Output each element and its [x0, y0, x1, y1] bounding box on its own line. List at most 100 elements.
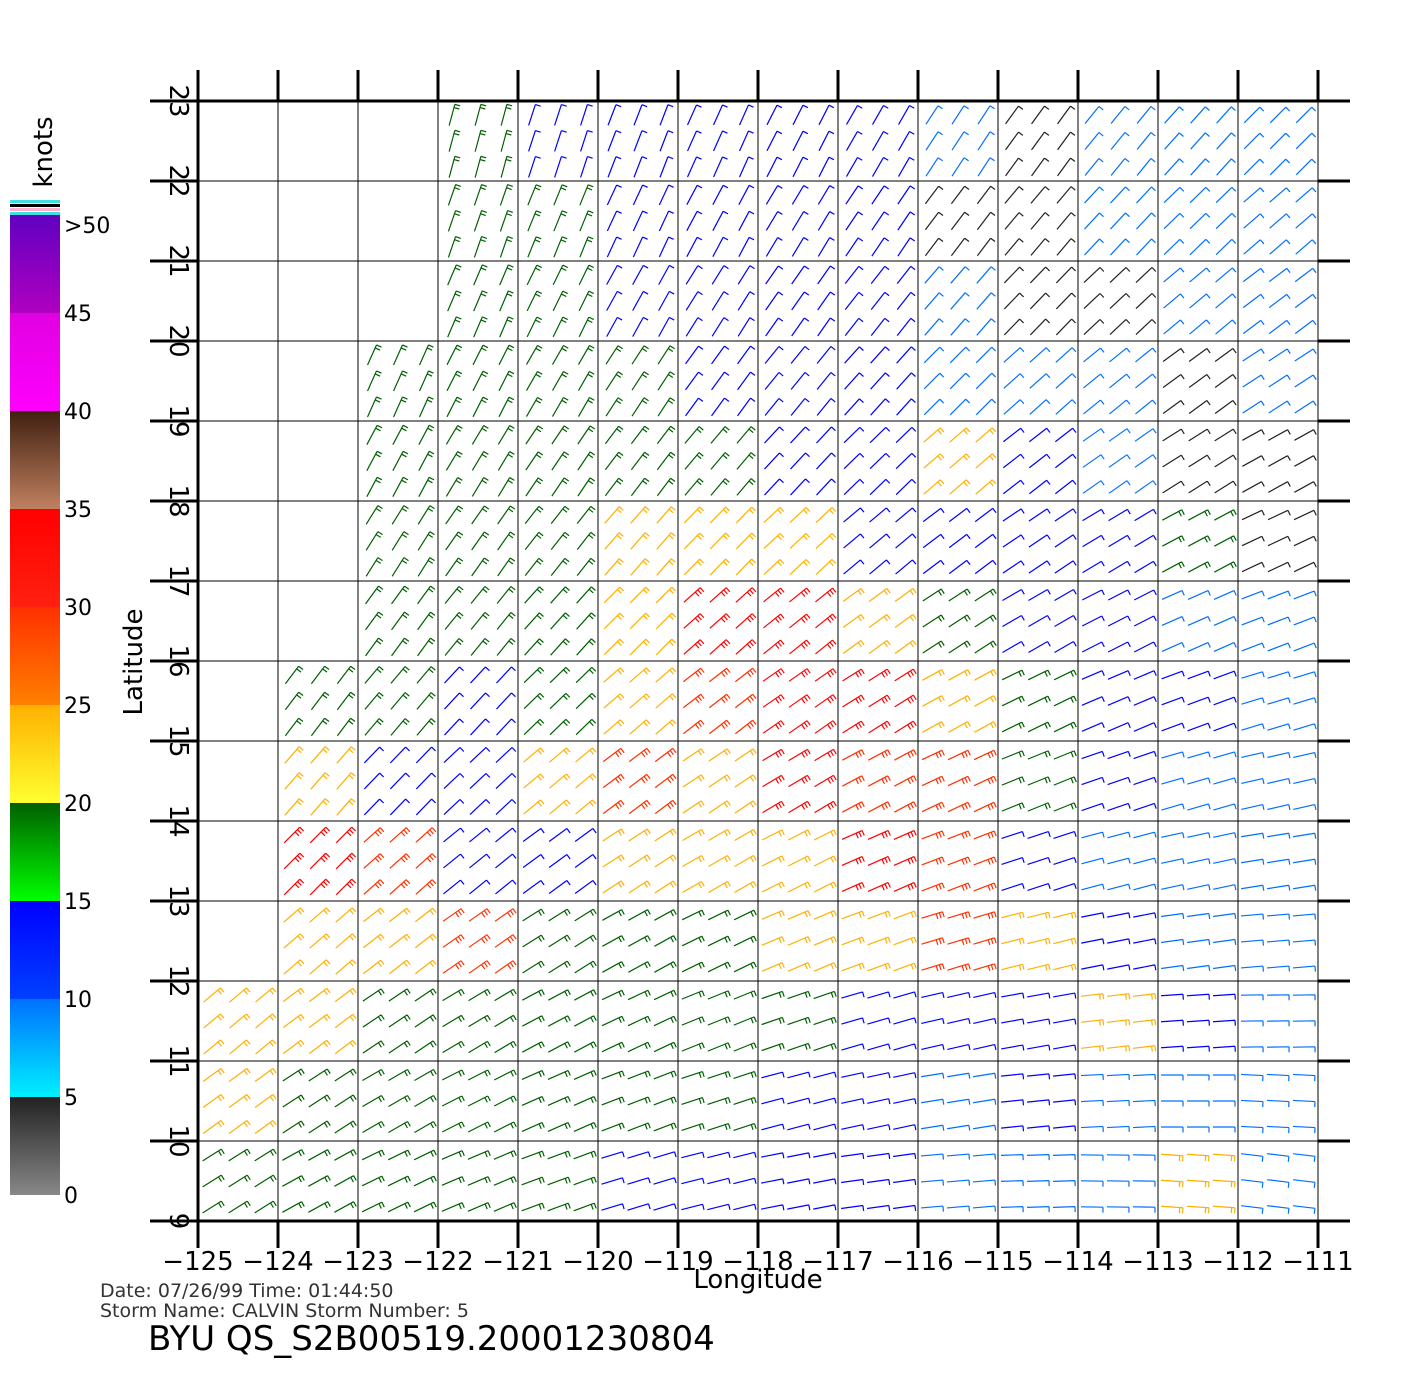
wind-barb — [1241, 858, 1265, 865]
wind-barb — [841, 1072, 865, 1079]
wind-barb — [388, 988, 411, 1002]
wind-barb — [628, 773, 651, 789]
wind-barb — [365, 505, 383, 525]
wind-barb — [334, 1094, 357, 1108]
wind-barb — [814, 774, 837, 788]
wind-barb — [522, 908, 545, 922]
wind-barb — [1084, 186, 1104, 204]
wind-barb — [415, 746, 437, 764]
wind-barb — [1026, 1154, 1050, 1161]
wind-barb — [1240, 1099, 1264, 1108]
wind-barb — [470, 692, 490, 710]
wind-barb — [893, 1017, 917, 1025]
wind-barb — [1002, 453, 1025, 469]
wind-barb — [1161, 884, 1185, 891]
wind-barb — [1083, 347, 1105, 363]
wind-barb — [335, 826, 357, 844]
wind-barb — [1266, 939, 1291, 946]
wind-barb — [1028, 479, 1051, 495]
wind-barb — [1241, 723, 1265, 731]
wind-barb — [1161, 589, 1185, 601]
wind-barb — [869, 507, 891, 523]
wind-barb — [841, 1178, 865, 1186]
wind-barb — [841, 962, 865, 972]
wind-barb — [1162, 480, 1185, 494]
wind-barb — [1240, 1046, 1264, 1053]
wind-barb — [1110, 157, 1130, 176]
wind-barb — [549, 747, 571, 763]
wind-barb — [391, 557, 409, 577]
wind-barb — [1188, 400, 1211, 414]
wind-barb — [841, 1098, 865, 1105]
wind-barb — [1294, 293, 1317, 309]
wind-barb — [1164, 132, 1184, 150]
wind-barb — [813, 1016, 837, 1026]
wind-barb — [765, 211, 783, 231]
wind-barb — [733, 1042, 757, 1052]
x-tick-label: −116 — [882, 1247, 953, 1277]
wind-barb — [737, 265, 755, 285]
wind-barb — [787, 1152, 811, 1159]
wind-barb — [601, 1096, 625, 1106]
wind-barb — [789, 587, 811, 603]
wind-barb — [442, 1040, 465, 1054]
wind-barb — [202, 1148, 225, 1162]
wind-barb — [1002, 640, 1025, 654]
wind-barb — [1186, 993, 1210, 1000]
wind-barb — [254, 1174, 277, 1188]
wind-barb — [283, 959, 305, 975]
wind-barb — [631, 371, 649, 391]
wind-barb — [1187, 615, 1211, 627]
wind-barb — [602, 880, 625, 894]
wind-barb — [549, 692, 571, 710]
wind-barb — [894, 614, 917, 628]
wind-barb — [630, 558, 650, 576]
wind-barb — [1242, 267, 1265, 283]
wind-barb — [444, 637, 464, 656]
wind-barb — [1267, 803, 1291, 811]
wind-barb — [1163, 186, 1185, 204]
wind-barb — [1188, 480, 1211, 494]
wind-barb — [707, 1097, 731, 1105]
wind-barb — [951, 105, 969, 125]
wind-barb — [1052, 1073, 1077, 1080]
wind-barb — [870, 346, 890, 364]
wind-barb — [868, 694, 891, 708]
wind-barb — [607, 104, 622, 126]
wind-barb — [523, 666, 545, 684]
wind-barb — [763, 559, 785, 575]
wind-barb — [1242, 293, 1265, 309]
x-tick-label: −117 — [802, 1247, 873, 1277]
wind-barb — [630, 425, 650, 445]
wind-barb — [283, 878, 305, 896]
wind-barb — [1055, 399, 1077, 415]
wind-barb — [867, 1152, 891, 1160]
wind-barb — [948, 614, 971, 628]
wind-barb — [445, 505, 464, 525]
wind-barb — [576, 505, 596, 525]
wind-barb — [601, 1122, 625, 1132]
wind-barb — [493, 1121, 517, 1133]
wind-barb — [309, 878, 331, 896]
wind-barb — [787, 1204, 811, 1211]
wind-barb — [1241, 1153, 1264, 1162]
wind-barb — [685, 291, 703, 311]
wind-barb — [1107, 722, 1131, 732]
wind-barb — [1242, 374, 1265, 388]
wind-barb — [387, 1149, 411, 1161]
wind-barb — [282, 1149, 305, 1161]
wind-barb — [922, 559, 945, 575]
wind-barb — [1268, 319, 1291, 335]
colorbar-tick-label: 25 — [64, 694, 92, 719]
wind-barb — [628, 880, 651, 894]
wind-barb — [468, 960, 491, 974]
wind-barb — [575, 718, 597, 736]
wind-barb — [947, 801, 971, 813]
wind-barb — [1107, 641, 1131, 653]
wind-barb — [682, 880, 705, 894]
wind-barb — [711, 371, 730, 391]
wind-barb — [606, 236, 622, 258]
wind-barb — [551, 451, 570, 471]
wind-barb — [1190, 106, 1210, 124]
colorbar-tick-label: 30 — [64, 596, 92, 621]
